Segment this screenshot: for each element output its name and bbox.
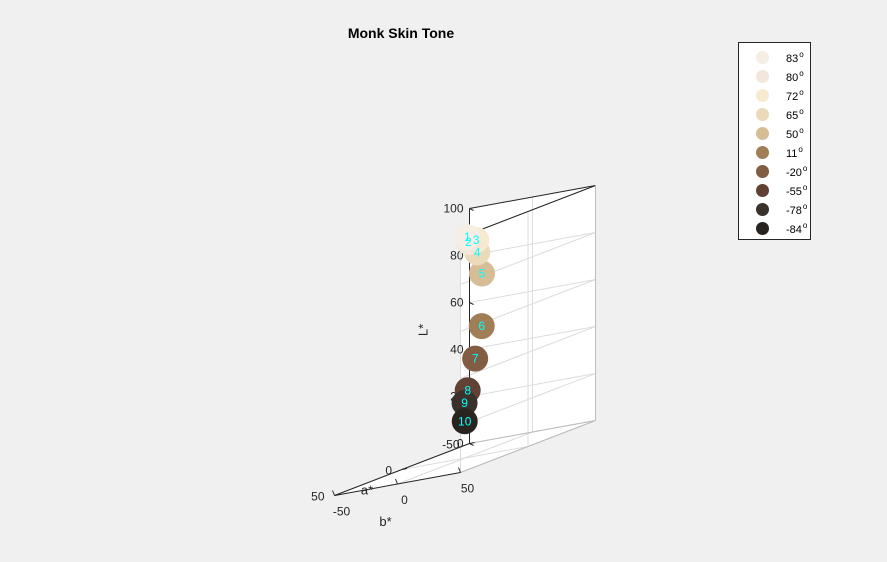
legend-label: -55o xyxy=(786,183,807,198)
legend-entry[interactable]: 72o xyxy=(739,86,812,105)
z-tick-label: 100 xyxy=(443,202,463,216)
legend-entry[interactable]: 65o xyxy=(739,105,812,124)
degree-symbol: o xyxy=(802,183,808,192)
x-tick-label: 50 xyxy=(311,490,325,504)
x-tick xyxy=(469,442,475,444)
legend-marker-icon xyxy=(756,70,769,83)
legend-marker-icon xyxy=(756,146,769,159)
degree-symbol: o xyxy=(799,69,804,78)
x-tick xyxy=(334,494,340,496)
x-tick-label: -50 xyxy=(442,438,460,452)
legend-marker-icon xyxy=(756,51,769,64)
legend-value: -20 xyxy=(786,167,802,179)
legend-entry[interactable]: -84o xyxy=(739,219,812,238)
legend-entry[interactable]: 80o xyxy=(739,67,812,86)
data-point-label: 1 xyxy=(464,230,471,244)
legend-value: 65 xyxy=(786,110,799,122)
degree-symbol: o xyxy=(802,221,808,230)
degree-symbol: o xyxy=(798,145,803,154)
y-tick-label: 0 xyxy=(401,493,408,507)
legend-entry[interactable]: 11o xyxy=(739,143,812,162)
box-edge xyxy=(469,185,596,209)
y-axis-label: b* xyxy=(379,514,391,529)
y-tick-label: -50 xyxy=(333,505,351,519)
legend-entry[interactable]: -20o xyxy=(739,162,812,181)
x-tick-label: 0 xyxy=(385,464,392,478)
data-point-6[interactable] xyxy=(468,313,495,340)
legend-label: 83o xyxy=(786,50,804,65)
data-point-7[interactable] xyxy=(462,345,489,372)
legend-value: 80 xyxy=(786,72,799,84)
legend-label: -84o xyxy=(786,221,807,236)
box-edge xyxy=(469,420,596,444)
degree-symbol: o xyxy=(799,126,804,135)
data-point-label: 6 xyxy=(478,319,485,333)
x-tick xyxy=(401,468,408,470)
y-tick xyxy=(332,490,335,496)
degree-symbol: o xyxy=(802,164,808,173)
data-point-label: 5 xyxy=(479,267,486,281)
legend-marker-icon xyxy=(756,89,769,102)
data-point-9[interactable] xyxy=(451,390,478,417)
legend-label: 72o xyxy=(786,88,804,103)
data-point-label: 9 xyxy=(461,396,468,410)
z-tick-label: 0 xyxy=(457,437,464,451)
legend-marker-icon xyxy=(756,184,769,197)
degree-symbol: o xyxy=(799,88,804,97)
data-point-1[interactable] xyxy=(454,224,481,251)
legend-marker-icon xyxy=(756,203,769,216)
data-point-label: 4 xyxy=(474,245,481,259)
data-point-label: 10 xyxy=(458,414,472,428)
data-point-5[interactable] xyxy=(469,260,496,287)
data-points: 5 6 43 7 2 8 1 9 10 xyxy=(451,224,496,435)
legend-value: 11 xyxy=(786,148,798,160)
data-point-label: 2 xyxy=(465,235,472,249)
x-axis-label: a* xyxy=(361,483,373,498)
legend-value: 72 xyxy=(786,91,799,103)
legend-entry[interactable]: 83o xyxy=(739,48,812,67)
legend-entry[interactable]: 50o xyxy=(739,124,812,143)
data-point-label: 7 xyxy=(472,352,479,366)
legend-label: -20o xyxy=(786,164,807,179)
degree-symbol: o xyxy=(802,202,808,211)
degree-symbol: o xyxy=(799,107,804,116)
z-tick-label: 40 xyxy=(450,343,464,357)
z-tick xyxy=(469,302,474,305)
legend-label: 50o xyxy=(786,126,804,141)
legend-label: -78o xyxy=(786,202,807,217)
legend-label: 65o xyxy=(786,107,804,122)
legend-marker-icon xyxy=(756,165,769,178)
degree-symbol: o xyxy=(799,50,804,59)
z-tick-label: 60 xyxy=(450,296,464,310)
data-point-label: 8 xyxy=(464,383,471,397)
legend-label: 80o xyxy=(786,69,804,84)
legend[interactable]: 83o 80o 72o 65o 50o 11o -20o -55o -78o -84o xyxy=(738,42,811,240)
grid-line xyxy=(397,431,533,485)
z-axis-label: L* xyxy=(416,324,431,336)
y-tick xyxy=(395,478,398,485)
legend-value: 83 xyxy=(786,53,799,65)
legend-value: 50 xyxy=(786,129,799,141)
legend-entry[interactable]: -55o xyxy=(739,181,812,200)
y-tick xyxy=(458,467,461,473)
legend-label: 11o xyxy=(786,145,803,160)
legend-value: -55 xyxy=(786,186,802,198)
data-point-10[interactable] xyxy=(451,408,478,435)
legend-entry[interactable]: -78o xyxy=(739,200,812,219)
y-tick-label: 50 xyxy=(461,482,475,496)
legend-marker-icon xyxy=(756,108,769,121)
legend-marker-icon xyxy=(756,222,769,235)
chart-title: Monk Skin Tone xyxy=(348,25,455,41)
z-tick xyxy=(469,208,474,211)
legend-value: -84 xyxy=(786,224,802,236)
legend-marker-icon xyxy=(756,127,769,140)
box-edge xyxy=(460,185,596,238)
box-edge xyxy=(460,420,596,473)
data-point-label: 3 xyxy=(473,233,480,247)
legend-value: -78 xyxy=(786,205,802,217)
